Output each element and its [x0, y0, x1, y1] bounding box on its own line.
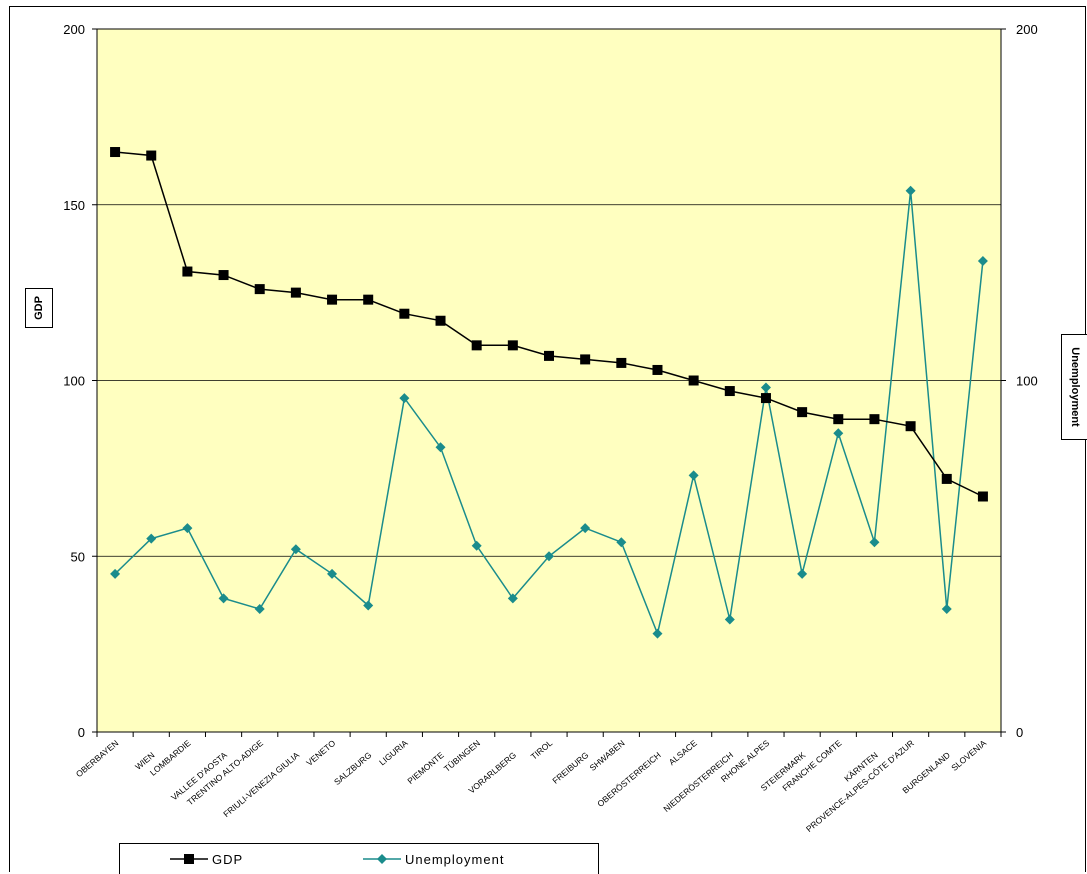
point-gdp: [363, 294, 374, 305]
legend-gdp-marker: [170, 854, 208, 864]
left-axis-title: GDP: [25, 288, 53, 328]
right-axis-ticks: 0 100 200: [1001, 22, 1038, 740]
point-unemployment: [507, 593, 518, 604]
point-unemployment: [290, 544, 301, 555]
point-gdp: [869, 414, 880, 425]
right-axis-title: Unemployment: [1061, 334, 1087, 440]
category-label: FREIBURG: [550, 750, 590, 786]
series-gdp: [110, 147, 988, 502]
category-label: TÜBINGEN: [442, 738, 482, 774]
point-unemployment: [941, 603, 952, 614]
left-tick-label: 100: [63, 374, 85, 389]
point-gdp: [182, 266, 193, 277]
point-unemployment: [688, 470, 699, 481]
point-unemployment: [435, 442, 446, 453]
point-unemployment: [833, 428, 844, 439]
category-label: TIROL: [529, 738, 555, 762]
point-unemployment: [869, 537, 880, 548]
left-axis-ticks: 0 50 100 150 200: [63, 22, 97, 740]
left-axis-title-text: GDP: [33, 296, 45, 320]
point-unemployment: [182, 523, 193, 534]
point-unemployment: [471, 540, 482, 551]
point-gdp: [905, 421, 916, 432]
point-unemployment: [905, 185, 916, 196]
point-gdp: [688, 375, 699, 386]
right-tick-label: 100: [1016, 374, 1038, 389]
point-gdp: [580, 354, 591, 365]
left-tick-label: 50: [71, 549, 85, 564]
point-gdp: [110, 147, 121, 158]
point-unemployment: [616, 537, 627, 548]
category-label: VORARLBERG: [466, 750, 518, 796]
category-label: PIEMONTE: [405, 750, 446, 786]
series-unemployment: [110, 185, 988, 639]
category-label: SLOVENIA: [949, 738, 988, 773]
point-gdp: [507, 340, 518, 351]
point-gdp: [724, 386, 735, 397]
point-unemployment: [399, 393, 410, 404]
left-tick-label: 150: [63, 198, 85, 213]
right-axis-title-text: Unemployment: [1069, 347, 1081, 427]
point-unemployment: [363, 600, 374, 611]
point-gdp: [760, 393, 771, 404]
point-unemployment: [724, 614, 735, 625]
category-label: ALSACE: [667, 738, 699, 767]
legend-unemployment-label: Unemployment: [405, 851, 505, 867]
point-gdp: [941, 473, 952, 484]
category-label: SHWABEN: [587, 738, 626, 773]
point-gdp: [977, 491, 988, 502]
point-gdp: [254, 284, 265, 295]
point-unemployment: [544, 551, 554, 562]
right-tick-label: 200: [1016, 22, 1038, 37]
point-unemployment: [327, 568, 338, 579]
legend-item-unemployment: Unemployment: [363, 850, 504, 868]
category-label: BURGENLAND: [900, 750, 952, 796]
point-gdp: [435, 315, 446, 326]
right-tick-label: 0: [1016, 725, 1023, 740]
point-gdp: [616, 357, 627, 368]
legend-item-gdp: GDP: [170, 850, 243, 868]
left-tick-label: 0: [78, 725, 85, 740]
category-label: SALZBURG: [332, 750, 374, 787]
point-unemployment: [110, 568, 121, 579]
point-unemployment: [146, 533, 157, 544]
point-unemployment: [977, 255, 988, 266]
point-unemployment: [580, 523, 591, 534]
point-gdp: [290, 287, 301, 298]
point-unemployment: [254, 603, 265, 614]
point-gdp: [146, 150, 157, 161]
point-unemployment: [218, 593, 229, 604]
point-gdp: [471, 340, 482, 351]
category-label: OBERBAYEN: [74, 738, 120, 779]
x-axis-ticks: [96, 732, 1002, 737]
category-label: LIGURIA: [377, 738, 410, 768]
left-tick-label: 200: [63, 22, 85, 37]
point-unemployment: [652, 628, 663, 639]
legend-gdp-label: GDP: [212, 851, 244, 867]
point-unemployment: [797, 568, 808, 579]
category-label: VENETO: [304, 738, 337, 768]
legend: GDP Unemployment: [119, 843, 599, 874]
point-gdp: [218, 270, 229, 281]
point-gdp: [399, 308, 410, 319]
point-gdp: [544, 350, 554, 361]
series-layer: [110, 147, 988, 639]
point-gdp: [833, 414, 844, 425]
point-gdp: [327, 294, 338, 305]
point-gdp: [797, 407, 808, 418]
legend-unemployment-marker: [363, 854, 401, 864]
point-gdp: [652, 364, 663, 375]
point-unemployment: [760, 382, 771, 393]
